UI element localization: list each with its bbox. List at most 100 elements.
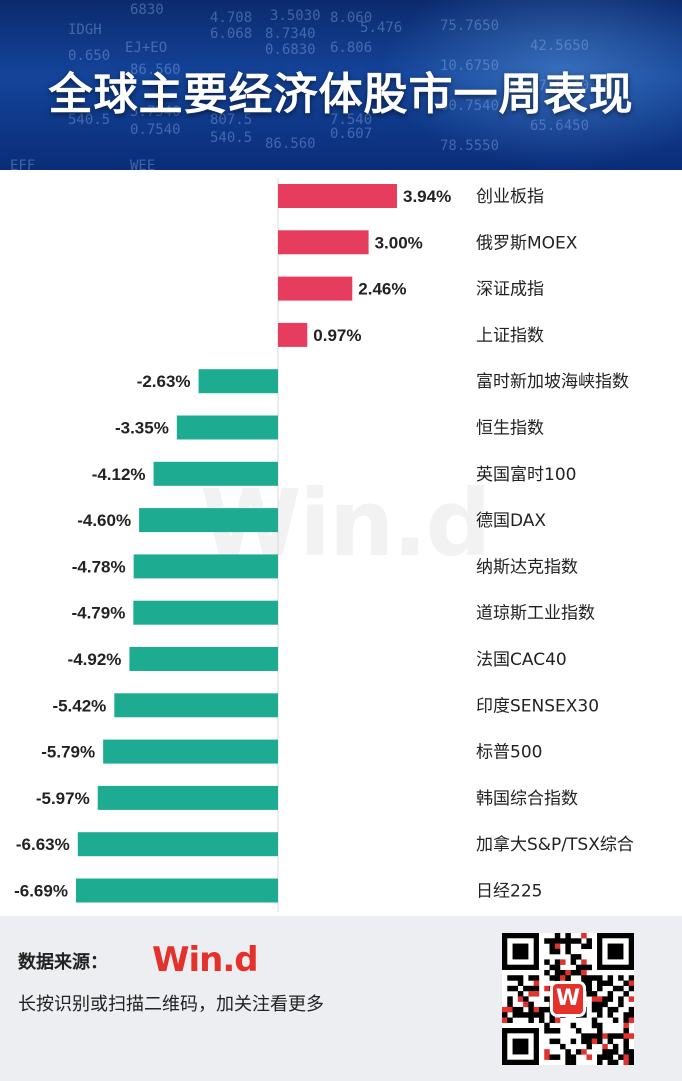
qr-module xyxy=(554,964,561,971)
ticker-number: 6.068 xyxy=(210,26,253,42)
qr-module xyxy=(523,1001,529,1008)
ticker-number: IDGH xyxy=(68,22,102,38)
qr-module xyxy=(628,1006,635,1013)
qr-module xyxy=(591,991,598,997)
qr-finder xyxy=(512,943,529,960)
qr-module xyxy=(507,996,513,1002)
qr-module xyxy=(560,975,566,981)
qr-module xyxy=(628,1033,635,1039)
qr-module xyxy=(623,1028,629,1034)
category-label: 上证指数 xyxy=(476,326,544,346)
data-label: -4.79% xyxy=(71,604,125,623)
qr-module xyxy=(544,1022,550,1029)
category-label: 韩国综合指数 xyxy=(476,789,578,809)
qr-module xyxy=(597,980,603,986)
qr-module xyxy=(607,1033,614,1039)
qr-module xyxy=(565,975,571,981)
qr-module xyxy=(597,1001,603,1008)
qr-module xyxy=(554,1038,561,1045)
qr-module xyxy=(565,969,571,976)
qr-module xyxy=(591,1022,598,1029)
category-label: 加拿大S&P/TSX综合 xyxy=(476,834,634,855)
qr-module xyxy=(602,980,608,986)
qr-module xyxy=(533,985,540,992)
qr-module xyxy=(612,985,619,992)
qr-module xyxy=(570,1038,577,1045)
qr-module xyxy=(628,1049,635,1055)
header-banner: 6830 4.708 3.5030 8.060 IDGH EJ+EO 6.068 8.7340… xyxy=(0,0,682,170)
qr-module xyxy=(586,938,592,944)
qr-module xyxy=(523,985,529,992)
qr-module xyxy=(628,996,635,1002)
qr-module xyxy=(565,948,571,955)
qr-module xyxy=(554,975,561,981)
qr-module xyxy=(544,1028,550,1034)
qr-module xyxy=(549,975,555,981)
qr-module xyxy=(607,996,614,1002)
data-label: -6.63% xyxy=(16,835,70,854)
qr-module xyxy=(528,1012,534,1018)
ticker-number: EFF xyxy=(10,158,36,170)
qr-module xyxy=(628,985,635,992)
qr-module xyxy=(597,1012,603,1018)
qr-module xyxy=(570,1054,577,1060)
qr-module xyxy=(570,959,577,965)
qr-module xyxy=(612,1006,619,1013)
qr-module xyxy=(591,1038,598,1045)
qr-module xyxy=(581,975,587,981)
qr-module xyxy=(538,1012,545,1018)
qr-module xyxy=(597,1006,603,1013)
category-label: 标普500 xyxy=(476,743,542,763)
qr-module xyxy=(597,1059,603,1066)
qr-module xyxy=(565,943,571,950)
bar xyxy=(153,461,278,486)
source-label: 数据来源： xyxy=(18,952,108,973)
ticker-number: 807.5 xyxy=(210,112,253,128)
qr-module xyxy=(597,1033,603,1039)
ticker-number: 65.6450 xyxy=(530,118,589,134)
qr-module xyxy=(628,1059,635,1066)
qr-module xyxy=(591,1017,598,1023)
ticker-number: 540.5 xyxy=(68,112,111,128)
qr-module xyxy=(623,1059,629,1066)
data-label: -2.63% xyxy=(137,372,191,391)
qr-module xyxy=(607,991,614,997)
qr-module xyxy=(549,1028,555,1034)
qr-module xyxy=(528,975,534,981)
qr-module xyxy=(523,996,529,1002)
ticker-number: 78.5550 xyxy=(440,138,499,154)
qr-module xyxy=(560,1043,566,1050)
page-title: 全球主要经济体股市一周表现 xyxy=(48,69,634,120)
qr-module xyxy=(623,1038,629,1045)
qr-module xyxy=(502,1006,508,1013)
qr-module xyxy=(544,969,550,976)
bar xyxy=(278,230,369,255)
qr-module xyxy=(586,980,592,986)
qr-finder xyxy=(512,1038,529,1055)
qr-module xyxy=(517,991,524,997)
brand-logo: Win.d xyxy=(152,940,259,980)
qr-module xyxy=(528,1001,534,1008)
qr-module xyxy=(623,1017,629,1023)
qr-module xyxy=(602,1043,608,1050)
category-label: 深证成指 xyxy=(476,280,544,300)
qr-module xyxy=(623,980,629,986)
qr-module xyxy=(623,1054,629,1060)
qr-code[interactable]: W xyxy=(502,933,635,1066)
bar-chart: Win.d 3.94% 创业板指 3.00% 俄罗斯MOEX 2.46% 深证成指 0.97… xyxy=(0,170,682,916)
qr-module xyxy=(607,1038,614,1045)
bar xyxy=(278,276,353,301)
qr-module xyxy=(560,959,566,965)
bar xyxy=(198,369,278,394)
qr-module xyxy=(607,1054,614,1060)
qr-module xyxy=(586,1043,592,1050)
category-label: 英国富时100 xyxy=(476,465,576,485)
qr-module xyxy=(507,1006,513,1013)
ticker-number: 6830 xyxy=(130,2,164,18)
qr-module xyxy=(612,1043,619,1050)
qr-module xyxy=(523,1012,529,1018)
bar xyxy=(176,415,278,440)
ticker-number: WEE xyxy=(130,158,156,170)
qr-module xyxy=(549,938,555,944)
qr-module xyxy=(602,996,608,1002)
